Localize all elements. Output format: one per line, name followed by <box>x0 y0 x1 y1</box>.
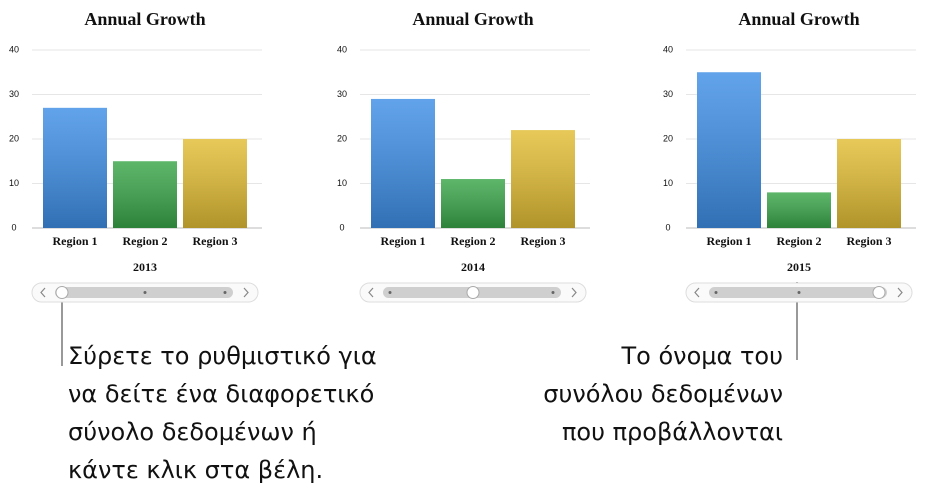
x-tick-label: Region 2 <box>451 234 496 248</box>
y-tick-label: 0 <box>665 222 670 232</box>
x-tick-label: Region 2 <box>777 234 822 248</box>
bar-shade <box>43 107 107 228</box>
bar-shade <box>837 139 901 228</box>
y-tick-label: 40 <box>663 44 673 54</box>
slider-stop <box>223 291 227 294</box>
y-tick-label: 10 <box>663 178 673 188</box>
x-tick-label: Region 2 <box>123 234 168 248</box>
y-tick-label: 0 <box>339 222 344 232</box>
slider-arrow-right[interactable] <box>243 287 249 298</box>
x-tick-label: Region 3 <box>193 234 238 248</box>
bar-shade <box>441 179 505 228</box>
slider-arrow-right[interactable] <box>571 287 577 298</box>
slider-stop <box>143 291 147 294</box>
slider-arrow-right[interactable] <box>897 287 903 298</box>
chart-title: Annual Growth <box>738 9 859 29</box>
bar-shade <box>371 98 435 228</box>
slider-arrow-left[interactable] <box>368 287 374 298</box>
x-tick-label: Region 3 <box>847 234 892 248</box>
callout-text: που προβάλλονται <box>562 418 783 446</box>
x-tick-label: Region 1 <box>381 234 426 248</box>
slider-stop <box>388 291 392 294</box>
y-tick-label: 20 <box>337 133 347 143</box>
y-tick-label: 10 <box>337 178 347 188</box>
y-tick-label: 40 <box>9 44 19 54</box>
chart-title: Annual Growth <box>84 9 205 29</box>
slider-thumb[interactable] <box>466 286 480 299</box>
callout-text: να δείτε ένα διαφορετικό <box>68 380 374 408</box>
slider-arrow-left[interactable] <box>694 287 700 298</box>
slider-stop <box>797 291 801 294</box>
x-tick-label: Region 1 <box>707 234 752 248</box>
callout-text: συνόλου δεδομένων <box>543 380 783 408</box>
slider-thumb[interactable] <box>55 286 69 299</box>
bar-shade <box>511 130 575 228</box>
slider-stop <box>551 291 555 294</box>
y-tick-label: 30 <box>337 89 347 99</box>
callout-text: σύνολο δεδομένων ή <box>68 418 317 446</box>
y-tick-label: 30 <box>9 89 19 99</box>
chart-title: Annual Growth <box>412 9 533 29</box>
x-tick-label: Region 3 <box>521 234 566 248</box>
slider-arrow-left[interactable] <box>40 287 46 298</box>
y-tick-label: 30 <box>663 89 673 99</box>
callout-text: κάντε κλικ στα βέλη. <box>68 456 323 484</box>
bar-shade <box>767 192 831 228</box>
slider-stop <box>714 291 718 294</box>
dataset-name: 2015 <box>787 260 811 274</box>
bar-shade <box>113 161 177 228</box>
slider-thumb[interactable] <box>872 286 886 299</box>
bar-shade <box>697 72 761 228</box>
y-tick-label: 40 <box>337 44 347 54</box>
callout-text: Σύρετε το ρυθμιστικό για <box>68 342 377 370</box>
dataset-name: 2013 <box>133 260 157 274</box>
dataset-name: 2014 <box>461 260 485 274</box>
x-tick-label: Region 1 <box>53 234 98 248</box>
y-tick-label: 20 <box>9 133 19 143</box>
y-tick-label: 0 <box>11 222 16 232</box>
y-tick-label: 10 <box>9 178 19 188</box>
bar-shade <box>183 139 247 228</box>
y-tick-label: 20 <box>663 133 673 143</box>
callout-text: Το όνομα του <box>621 342 783 370</box>
